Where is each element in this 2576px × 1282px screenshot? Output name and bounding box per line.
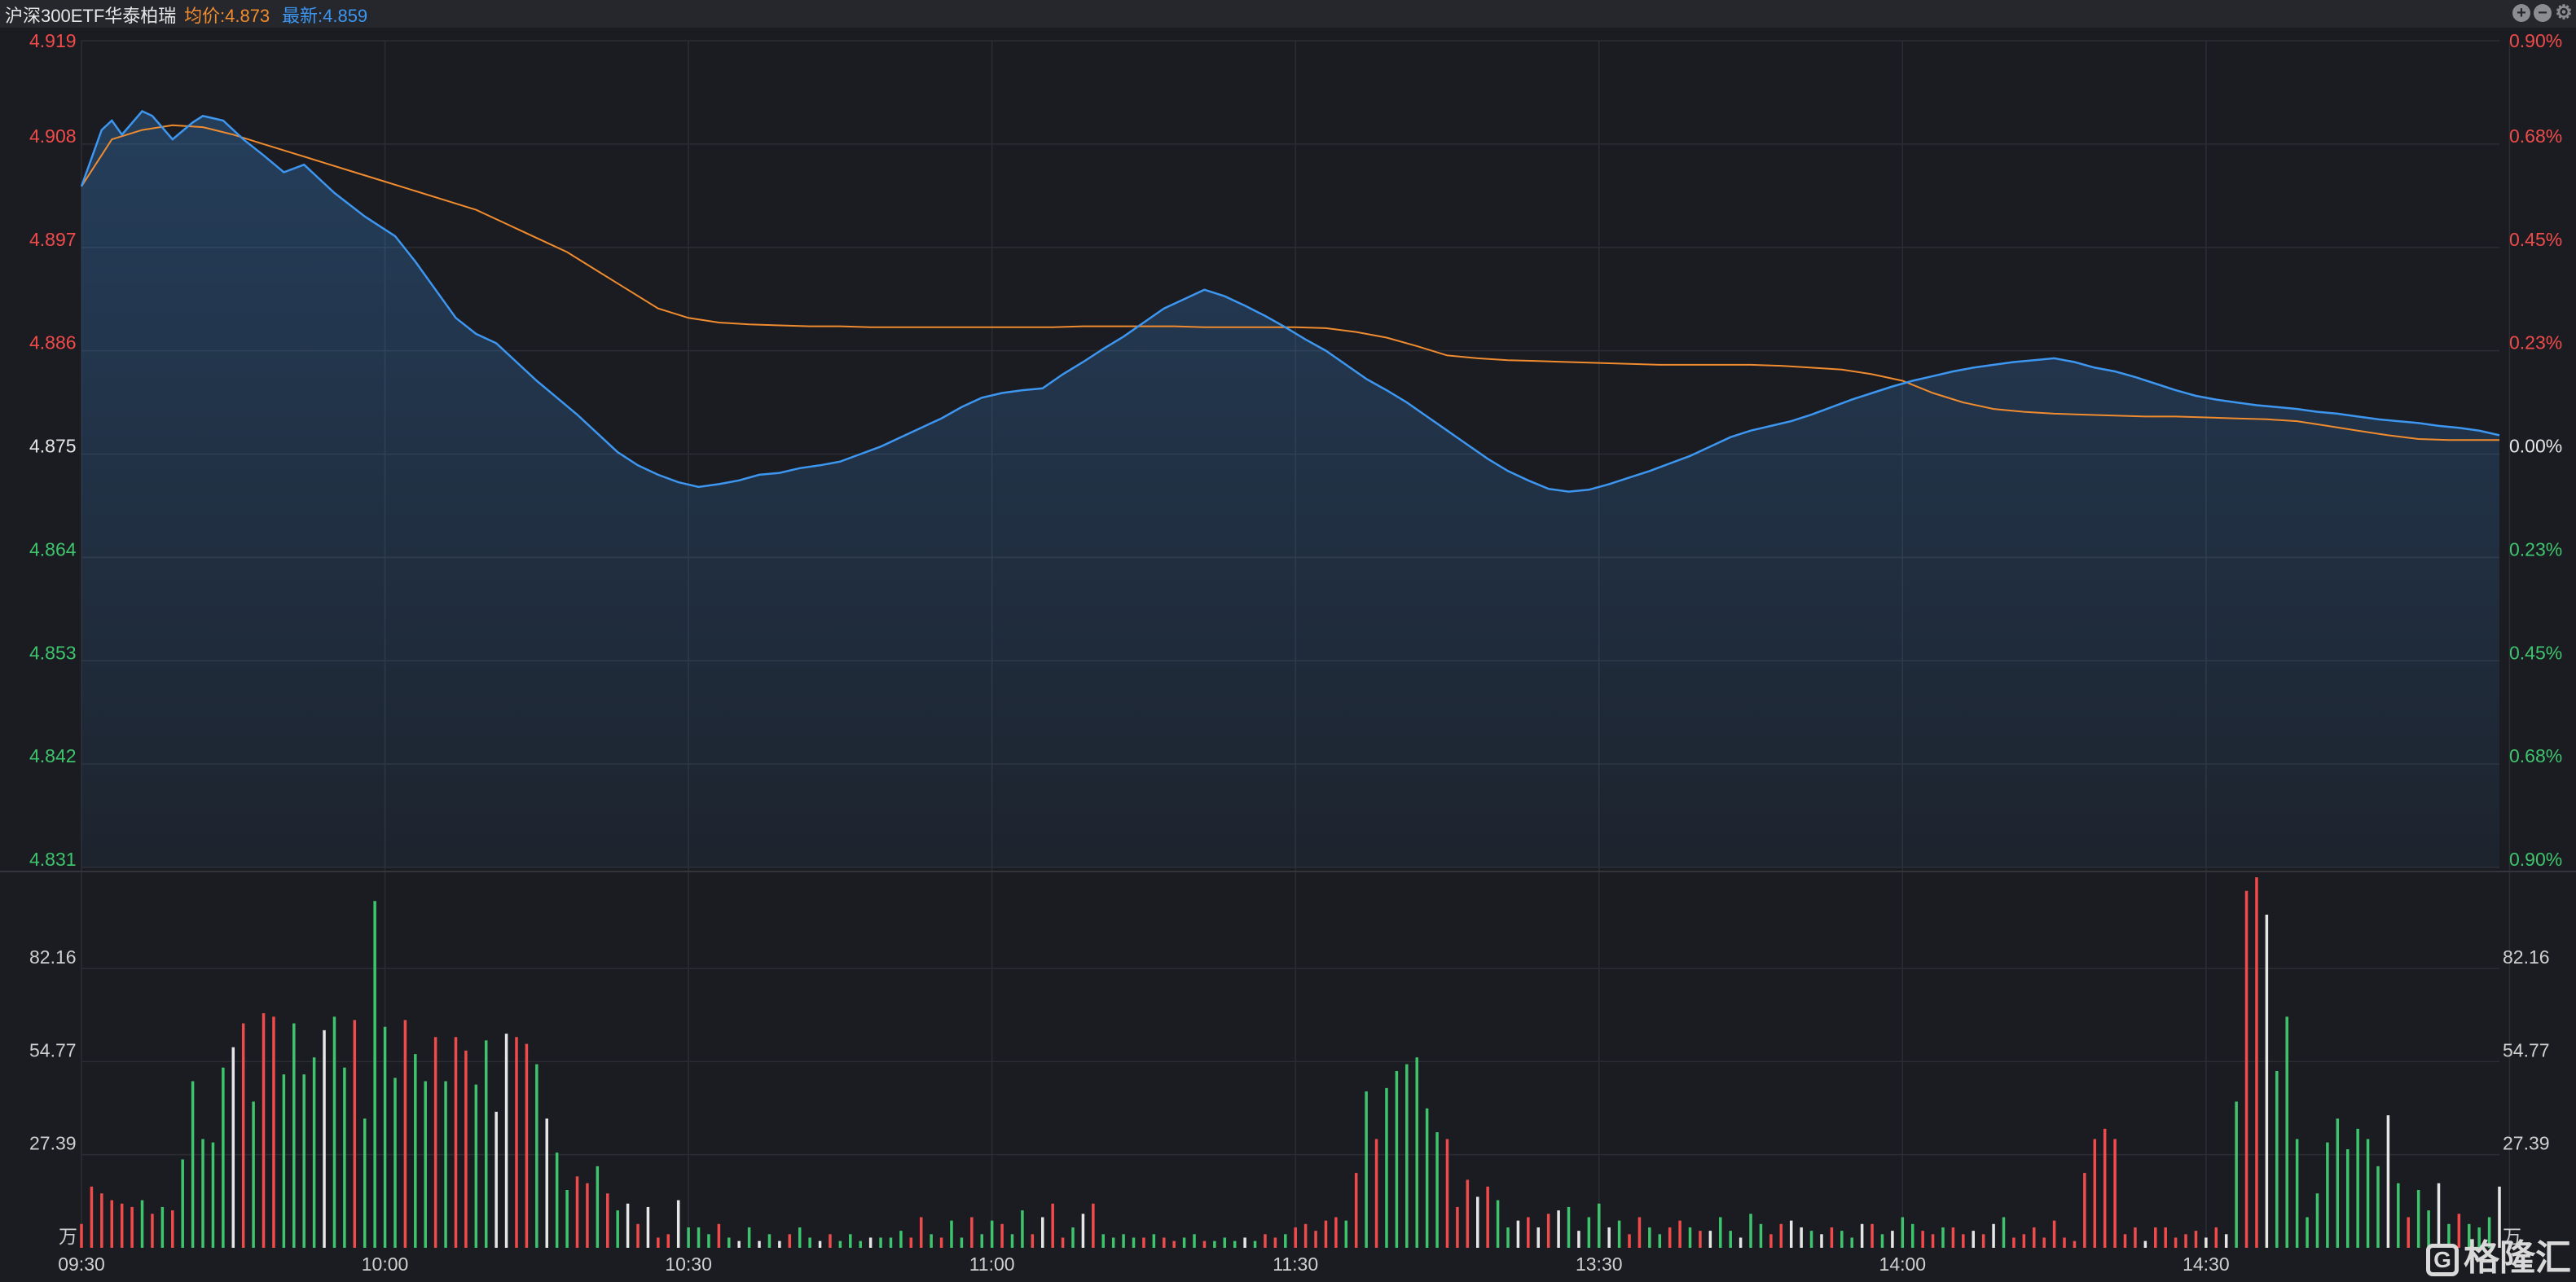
brand-name: 格隆汇 xyxy=(2464,1238,2571,1278)
volume-unit-label: 万 xyxy=(2503,1226,2521,1247)
plus-circle-icon[interactable]: + xyxy=(2512,4,2530,22)
volume-tick-label: 27.39 xyxy=(29,1133,77,1154)
price-tick-label: 4.897 xyxy=(29,229,77,250)
time-tick-label: 10:30 xyxy=(665,1253,712,1275)
latest-price-line xyxy=(80,109,2500,493)
average-price-readout: 均价:4.873 xyxy=(184,6,270,26)
volume-tick-label: 54.77 xyxy=(2503,1039,2550,1060)
brand-logo-icon: G xyxy=(2426,1244,2459,1277)
brand-watermark: G 格隆汇 xyxy=(2426,1228,2571,1280)
volume-tick-label: 82.16 xyxy=(29,946,77,968)
price-tick-label: 4.831 xyxy=(29,849,77,870)
average-price-line xyxy=(81,124,2499,441)
minus-circle-icon[interactable]: − xyxy=(2534,4,2552,22)
time-tick-label: 13:30 xyxy=(1576,1253,1623,1275)
time-tick-label: 14:00 xyxy=(1879,1253,1927,1275)
percent-tick-label: 0.68% xyxy=(2509,125,2562,147)
time-axis-labels: 09:30 10:00 10:30 11:00 11:30 13:30 14:00 14:30 xyxy=(58,1253,2229,1275)
price-tick-label: 4.853 xyxy=(29,642,77,663)
time-tick-label: 14:30 xyxy=(2183,1253,2230,1275)
volume-tick-label: 27.39 xyxy=(2503,1133,2550,1154)
latest-price-readout: 最新:4.859 xyxy=(282,6,368,26)
time-tick-label: 11:00 xyxy=(969,1253,1015,1275)
price-tick-label: 4.864 xyxy=(29,538,77,560)
price-tick-label: 4.919 xyxy=(29,30,77,51)
time-tick-label: 11:30 xyxy=(1273,1253,1318,1275)
price-area-fill xyxy=(81,111,2499,867)
percent-tick-label: 0.68% xyxy=(2509,745,2562,766)
time-tick-label: 10:00 xyxy=(362,1253,409,1275)
percent-tick-label: 0.23% xyxy=(2509,538,2562,560)
volume-tick-label: 54.77 xyxy=(29,1039,77,1060)
price-tick-label: 4.842 xyxy=(29,745,77,766)
percent-tick-label: 0.45% xyxy=(2509,229,2562,250)
volume-unit-label: 万 xyxy=(59,1226,77,1247)
percent-tick-label: 0.90% xyxy=(2509,30,2562,51)
percent-tick-label: 0.45% xyxy=(2509,642,2562,663)
gear-icon[interactable]: ⚙ xyxy=(2555,2,2573,24)
price-tick-label: 4.908 xyxy=(29,125,77,147)
time-tick-label: 09:30 xyxy=(58,1253,105,1275)
security-name: 沪深300ETF华泰柏瑞 xyxy=(5,6,177,26)
price-tick-label: 4.886 xyxy=(29,332,77,353)
price-tick-label: 4.875 xyxy=(29,436,77,457)
volume-tick-label: 82.16 xyxy=(2503,946,2550,968)
volume-bars xyxy=(80,877,2501,1248)
percent-tick-label: 0.23% xyxy=(2509,332,2562,353)
price-axis-labels: 4.919 0.90% 4.908 0.68% 4.897 0.45% 4.886 0.23%… xyxy=(29,30,2562,870)
chart-header: 沪深300ETF华泰柏瑞 均价:4.873 最新:4.859 + − ⚙ xyxy=(0,0,2576,28)
volume-axis-labels: 82.16 82.16 54.77 54.77 27.39 27.39 万 万 xyxy=(29,946,2550,1247)
percent-tick-label: 0.00% xyxy=(2509,436,2562,457)
percent-tick-label: 0.90% xyxy=(2509,849,2562,870)
